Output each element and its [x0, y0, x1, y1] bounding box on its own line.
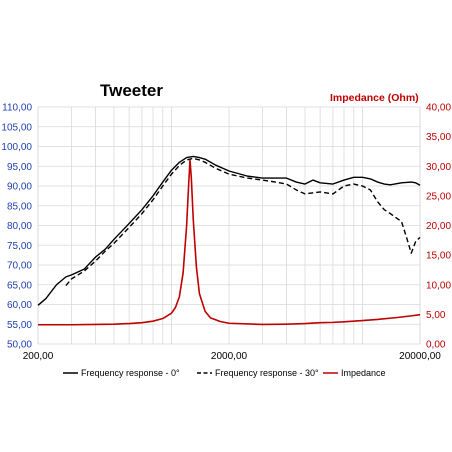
x-axis-tick-label: 2000,00 — [211, 351, 248, 362]
legend-item-frequency-response-0-label: Frequency response - 0° — [81, 368, 180, 378]
right-axis-tick-label: 5,00 — [426, 310, 446, 321]
left-axis-tick-label: 110,00 — [2, 103, 32, 114]
left-axis-tick-label: 65,00 — [7, 280, 32, 291]
right-axis-tick-label: 25,00 — [426, 191, 451, 202]
left-axis-tick-label: 90,00 — [7, 182, 32, 193]
legend-item-frequency-response-30-label: Frequency response - 30° — [215, 368, 319, 378]
left-axis-tick-label: 55,00 — [7, 320, 32, 331]
legend-item-impedance-label: Impedance — [341, 368, 386, 378]
left-axis-tick-label: 95,00 — [7, 162, 32, 173]
left-axis-tick-label: 60,00 — [7, 300, 32, 311]
right-axis-ticks: 0,00 5,00 10,00 15,00 20,00 25,00 30,00 35,00 40… — [426, 103, 451, 351]
right-axis-tick-label: 15,00 — [426, 251, 451, 262]
right-axis-tick-label: 35,00 — [426, 132, 451, 143]
right-axis-title: Impedance (Ohm) — [330, 92, 419, 104]
right-axis-tick-label: 20,00 — [426, 221, 451, 232]
left-axis-tick-label: 100,00 — [1, 142, 32, 153]
legend: Frequency response - 0° Frequency respons… — [63, 368, 386, 378]
left-axis-tick-label: 80,00 — [7, 221, 32, 232]
grid-lines — [37, 106, 421, 345]
right-axis-tick-label: 40,00 — [426, 103, 451, 114]
left-axis-ticks: 50,00 55,00 60,00 65,00 70,00 75,00 80,00 85,00… — [1, 103, 32, 351]
x-axis-tick-label: 20000,00 — [399, 351, 441, 362]
series-lines — [37, 155, 421, 326]
chart-title: Tweeter — [100, 81, 163, 100]
x-axis-ticks: 200,00 2000,00 20000,00 — [23, 351, 442, 362]
right-axis-tick-label: 0,00 — [426, 340, 446, 351]
left-axis-tick-label: 50,00 — [7, 340, 32, 351]
right-axis-tick-label: 30,00 — [426, 162, 451, 173]
frequency-response-30-line — [65, 157, 421, 286]
left-axis-tick-label: 75,00 — [7, 241, 32, 252]
x-axis-tick-label: 200,00 — [23, 351, 54, 362]
left-axis-tick-label: 70,00 — [7, 261, 32, 272]
frequency-response-0-line — [37, 155, 421, 306]
right-axis-tick-label: 10,00 — [426, 280, 451, 291]
left-axis-tick-label: 85,00 — [7, 201, 32, 212]
left-axis-tick-label: 105,00 — [1, 122, 32, 133]
impedance-line — [38, 159, 421, 326]
